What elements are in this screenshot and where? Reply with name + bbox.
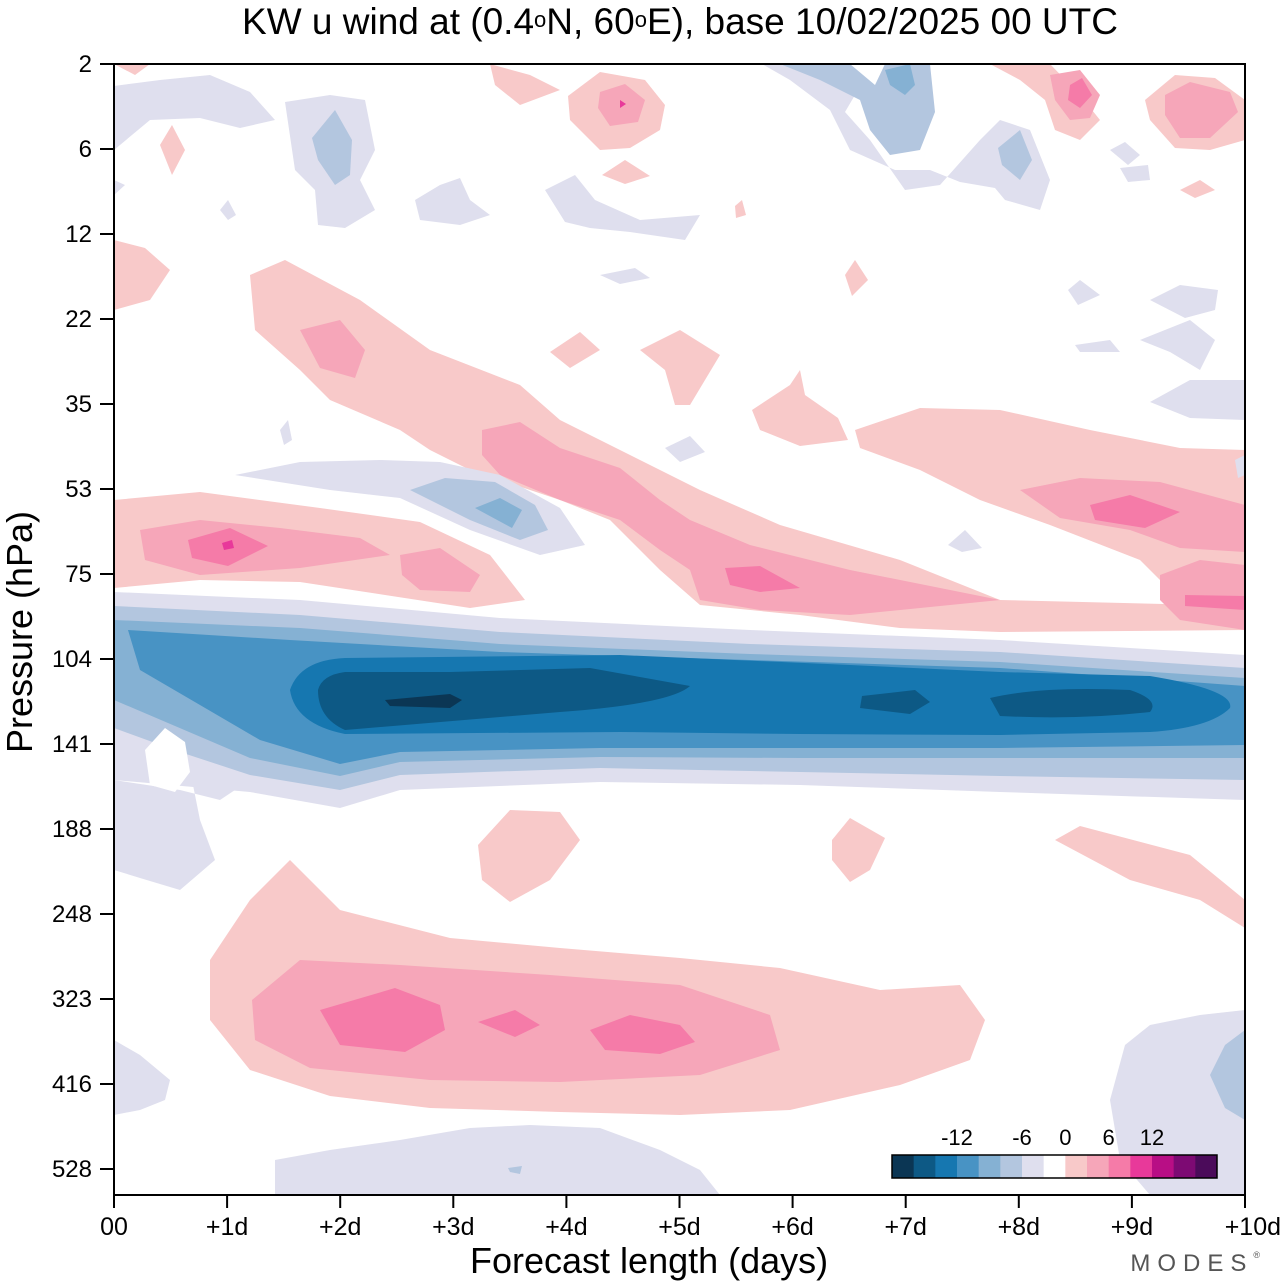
colorbar-swatch: [957, 1155, 980, 1178]
colorbar-swatch: [892, 1155, 915, 1178]
colorbar-swatch: [1130, 1155, 1153, 1178]
colorbar-label: -6: [1012, 1125, 1032, 1150]
y-tick-label: 248: [52, 901, 92, 928]
contour-westerly-lower: [210, 860, 985, 1115]
x-axis-label: Forecast length (days): [470, 1240, 829, 1281]
colorbar-swatch: [1195, 1155, 1218, 1178]
y-tick-label: 188: [52, 816, 92, 843]
plot-area: [114, 64, 1245, 1195]
y-tick-label: 2: [79, 51, 92, 78]
colorbar-swatch: [913, 1155, 936, 1178]
y-tick-label: 12: [65, 221, 92, 248]
colorbar: -12 -6 0 6 12: [891, 1125, 1218, 1179]
contour-level-minus6c: [990, 689, 1153, 718]
x-tick-label: +9d: [1111, 1213, 1153, 1241]
x-tick-label: +2d: [319, 1213, 361, 1241]
colorbar-swatch: [935, 1155, 958, 1178]
contour-westerly-small: [114, 64, 1245, 928]
contour-westerly-upper-left: [114, 492, 525, 608]
x-tick-label: 00: [100, 1213, 128, 1241]
contour-easterly-band: [114, 592, 1245, 808]
y-tick-label: 53: [65, 476, 92, 503]
colorbar-swatch: [978, 1155, 1001, 1178]
y-tick-label: 416: [52, 1071, 92, 1098]
colorbar-swatch: [1065, 1155, 1088, 1178]
contour-easterly-small: [114, 64, 1245, 1195]
colorbar-swatch: [1087, 1155, 1110, 1178]
colorbar-swatch: [1173, 1155, 1196, 1178]
x-tick-label: +5d: [658, 1213, 700, 1241]
y-tick-label: 141: [52, 731, 92, 758]
x-tick-label: +6d: [771, 1213, 813, 1241]
contour-level-minus6: [318, 668, 690, 730]
contour-zero-hole: [145, 728, 190, 792]
x-tick-label: +1d: [206, 1213, 248, 1241]
y-tick-label: 104: [52, 646, 92, 673]
colorbar-swatch: [1152, 1155, 1175, 1178]
y-tick-label: 528: [52, 1156, 92, 1183]
y-tick-label: 22: [65, 306, 92, 333]
contour-level-minus6b: [860, 690, 930, 714]
colorbar-swatch: [1022, 1155, 1045, 1178]
x-tick-label: +3d: [432, 1213, 474, 1241]
colorbar-frame: [891, 1154, 1218, 1179]
y-tick-label: 35: [65, 391, 92, 418]
chart-title: KW u wind at (0.4oN, 60oE), base 10/02/2…: [242, 1, 1118, 42]
x-axis: 00 +1d +2d +3d +4d +5d +6d +7d +8d +9d +10d: [100, 1195, 1280, 1241]
contour-westerly-descending: [250, 260, 1245, 632]
colorbar-label: -12: [941, 1125, 973, 1150]
y-tick-label: 75: [65, 561, 92, 588]
colorbar-swatch: [1000, 1155, 1023, 1178]
y-axis: 2 6 12 22 35 53 75 104 141 188 248 323 416 528: [52, 51, 114, 1183]
contour-level-minus7: [385, 694, 462, 708]
colorbar-label: 6: [1103, 1125, 1115, 1150]
x-tick-label: +10d: [1225, 1213, 1280, 1241]
x-tick-label: +7d: [884, 1213, 926, 1241]
contour-westerly-upper-right: [855, 408, 1245, 630]
colorbar-label: 0: [1059, 1125, 1071, 1150]
colorbar-swatch: [1043, 1155, 1066, 1178]
modes-logo: MODES®: [1130, 1250, 1260, 1277]
colorbar-label: 12: [1140, 1125, 1164, 1150]
y-tick-label: 6: [79, 136, 92, 163]
x-tick-label: +8d: [998, 1213, 1040, 1241]
y-tick-label: 323: [52, 986, 92, 1013]
x-tick-label: +4d: [545, 1213, 587, 1241]
colorbar-swatch: [1108, 1155, 1131, 1178]
